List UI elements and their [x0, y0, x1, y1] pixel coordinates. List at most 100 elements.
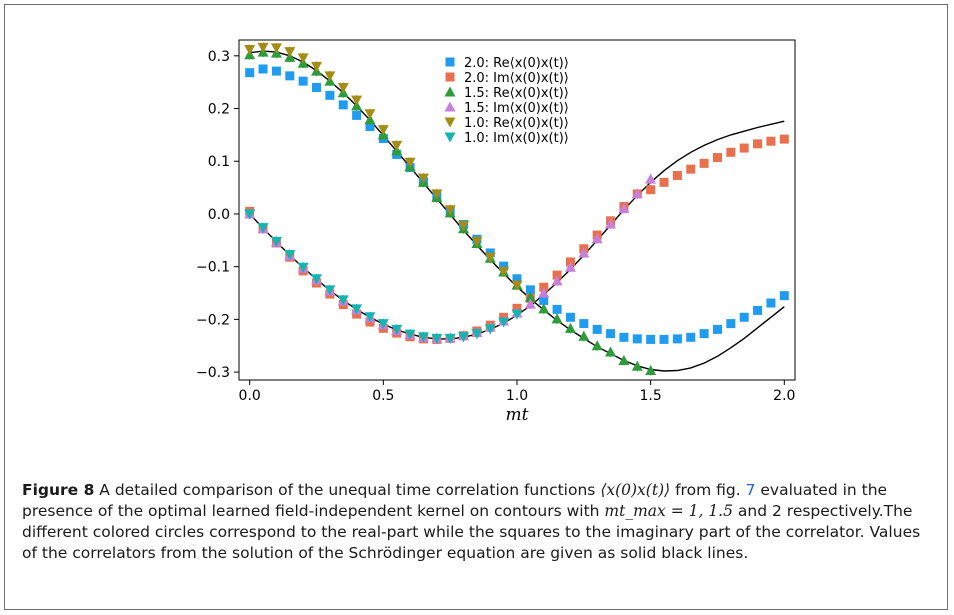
legend-label: 1.0: Re⟨x(0)x(t)⟩	[464, 116, 569, 131]
series-0	[245, 64, 789, 344]
caption-text-1: A detailed comparison of the unequal tim…	[94, 481, 601, 499]
data-point	[417, 332, 429, 343]
data-point	[257, 223, 269, 234]
data-point	[258, 64, 268, 74]
data-point	[646, 185, 656, 195]
caption-text-3: evaluated in the presence of the optimal…	[22, 481, 888, 520]
data-point	[699, 158, 709, 168]
series-3	[244, 173, 657, 344]
data-point	[257, 42, 269, 53]
x-axis-label: mt	[506, 405, 529, 425]
caption-text-4: and 2 respectively.The different colored…	[22, 502, 921, 562]
data-point	[712, 153, 722, 163]
data-point	[245, 68, 255, 78]
data-point	[338, 100, 348, 110]
caption-text-2: from fig.	[670, 481, 746, 499]
data-point	[298, 76, 308, 86]
data-point	[753, 305, 763, 315]
y-tick-label: −0.3	[196, 365, 230, 381]
data-point	[458, 332, 470, 343]
data-point	[270, 236, 282, 247]
x-tick-label: 0.0	[239, 388, 261, 404]
series-5	[244, 208, 523, 344]
data-point	[578, 247, 590, 258]
correlator-chart: 0.0 0.5 1.0 1.5 2.0−0.3−0.2−0.10.00.10.20.3 …	[196, 39, 796, 425]
data-point	[591, 340, 603, 351]
data-point	[352, 110, 362, 120]
data-point	[539, 282, 549, 292]
legend-label: 1.5: Re⟨x(0)x(t)⟩	[464, 86, 569, 101]
data-point	[377, 125, 389, 136]
legend-marker	[444, 117, 456, 128]
data-point	[699, 329, 709, 339]
data-point	[631, 360, 643, 371]
y-tick-label: 0.0	[208, 207, 230, 223]
legend-label: 1.5: Im⟨x(0)x(t)⟩	[464, 101, 569, 116]
data-point	[551, 313, 563, 324]
data-point	[458, 221, 470, 232]
legend-marker	[445, 72, 455, 82]
data-point	[672, 334, 682, 344]
data-point	[324, 285, 336, 296]
data-point	[564, 322, 576, 333]
data-point	[618, 203, 630, 214]
y-tick-label: 0.3	[208, 49, 230, 65]
data-point	[311, 61, 323, 72]
data-point	[551, 275, 563, 286]
data-point	[498, 317, 510, 328]
data-point	[552, 304, 562, 314]
caption-math-1: ⟨x(0)x(t)⟩	[600, 481, 671, 499]
data-point	[391, 324, 403, 335]
data-point	[659, 334, 669, 344]
data-point	[632, 334, 642, 344]
data-point	[364, 109, 376, 120]
data-point	[444, 333, 456, 344]
legend-marker	[444, 101, 456, 112]
data-point	[524, 291, 536, 302]
data-point	[297, 53, 309, 64]
x-tick-label: 0.5	[372, 388, 394, 404]
data-point	[431, 333, 443, 344]
y-tick-label: 0.2	[208, 102, 230, 118]
y-tick-label: 0.1	[208, 154, 230, 170]
data-point	[270, 43, 282, 54]
data-point	[524, 298, 536, 309]
legend-label: 2.0: Im⟨x(0)x(t)⟩	[464, 71, 569, 86]
data-point	[377, 319, 389, 330]
data-point	[618, 354, 630, 365]
data-point	[539, 295, 549, 305]
data-point	[324, 71, 336, 82]
data-point	[498, 266, 510, 277]
data-point	[471, 236, 483, 247]
legend-marker	[444, 132, 456, 143]
legend-marker	[445, 57, 455, 67]
series-4	[244, 42, 523, 291]
data-point	[511, 309, 523, 320]
data-point	[538, 287, 550, 298]
legend-marker	[444, 86, 456, 97]
data-point	[312, 82, 322, 92]
data-point	[337, 295, 349, 306]
data-point	[779, 291, 789, 301]
data-point	[284, 250, 296, 261]
data-point	[512, 274, 522, 284]
x-tick-label: 1.5	[640, 388, 662, 404]
data-point	[538, 303, 550, 314]
data-point	[645, 173, 657, 184]
data-point	[645, 365, 657, 376]
x-tick-label: 2.0	[773, 388, 795, 404]
data-point	[591, 233, 603, 244]
data-point	[364, 312, 376, 323]
data-point	[404, 329, 416, 340]
data-point	[484, 324, 496, 335]
data-point	[631, 188, 643, 199]
data-point	[712, 324, 722, 334]
data-point	[525, 285, 535, 295]
data-point	[284, 47, 296, 58]
data-point	[244, 44, 256, 55]
data-point	[365, 121, 375, 131]
data-point	[564, 261, 576, 272]
figure-ref-link[interactable]: 7	[745, 481, 756, 499]
data-point	[766, 136, 776, 146]
data-point	[337, 82, 349, 93]
